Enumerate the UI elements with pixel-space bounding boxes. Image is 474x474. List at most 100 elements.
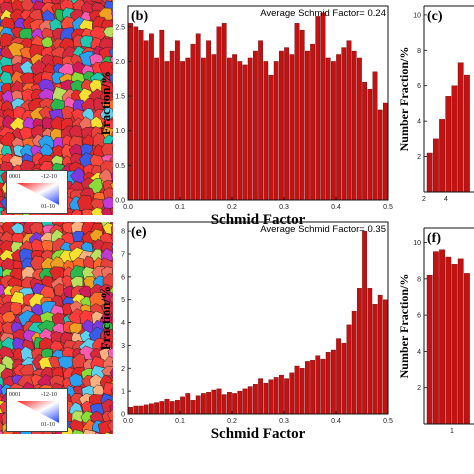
histogram-bar: [174, 400, 180, 415]
histogram-bar: [351, 310, 357, 415]
histogram-bar: [426, 152, 433, 193]
histogram-bar: [284, 47, 289, 201]
y-tick-label: 4: [121, 320, 125, 327]
histogram-bar: [299, 30, 305, 201]
histogram-bar: [211, 54, 217, 201]
average-schmid-annotation: Average Schmid Factor= 0.35: [260, 224, 386, 235]
grain: [0, 91, 4, 102]
grain: [90, 207, 105, 215]
ipf-triangle-top: [17, 183, 59, 205]
histogram-bar: [357, 288, 362, 415]
histogram-bar: [464, 273, 470, 425]
grain: [110, 315, 113, 326]
histogram-bar: [279, 50, 284, 201]
histogram-bar: [457, 258, 464, 425]
histogram-bar: [195, 395, 201, 415]
histogram-bar: [439, 119, 445, 193]
histogram-bar: [320, 358, 326, 415]
x-tick-label: 0.2: [227, 418, 237, 425]
y-axis-label: Fraction/%: [98, 71, 113, 135]
x-axis-label: Schmid Factor: [211, 212, 306, 228]
histogram-bar: [336, 338, 341, 415]
histogram-bar: [383, 299, 388, 415]
grain: [109, 294, 113, 305]
grain: [110, 224, 113, 234]
histogram-bar: [200, 393, 206, 415]
x-tick-label: 0.3: [279, 204, 289, 211]
grain: [109, 206, 113, 215]
histogram-bar: [169, 50, 175, 201]
grain: [112, 334, 113, 338]
y-tick-label: 6: [121, 274, 125, 281]
x-tick-label: 1: [450, 428, 454, 435]
histogram-bar: [180, 61, 185, 201]
x-axis-label: Schmid Factor: [211, 426, 306, 442]
histogram-bar: [457, 62, 464, 193]
histogram-bar: [357, 57, 362, 201]
histogram-bar: [331, 349, 336, 415]
histogram-bar: [325, 57, 331, 201]
histogram-bar: [362, 82, 367, 201]
chart-b: 0.0 0.5 1.0 1.5 2.0 2.5 0.0 0.1 0.2 0.3 0.4 0.5 (b) A…: [98, 5, 393, 228]
histogram-bar: [211, 389, 217, 415]
histogram-bar: [252, 384, 258, 415]
histogram-bar: [279, 374, 284, 415]
histogram-bar: [367, 88, 373, 201]
y-tick-label: 8: [417, 276, 421, 283]
y-tick-label: 1.0: [115, 128, 125, 135]
y-tick-label: 8: [417, 48, 421, 55]
histogram-bar: [195, 33, 201, 201]
y-tick-label: 3: [121, 343, 125, 350]
histogram-bar: [310, 360, 315, 415]
y-tick-label: 10: [413, 12, 421, 19]
y-tick-label: 1.5: [115, 94, 125, 101]
grain: [111, 244, 113, 251]
grain: [111, 10, 113, 20]
x-tick-label: 0.1: [175, 418, 185, 425]
grain: [109, 431, 113, 434]
y-axis-label: Number Fraction/%: [397, 47, 411, 152]
grain: [0, 430, 4, 434]
histogram-bar: [433, 251, 439, 425]
histogram-bar: [377, 294, 383, 415]
y-tick-label: 4: [417, 119, 421, 126]
panel-label: (e): [131, 225, 147, 240]
grain: [111, 270, 113, 276]
grain: [79, 35, 93, 48]
grain: [110, 232, 113, 241]
histogram-bar: [164, 61, 170, 201]
x-tick-label: 2: [422, 196, 426, 203]
histogram-bar: [289, 372, 295, 415]
key-label-01-10: 01-10: [41, 422, 55, 428]
histogram-bar: [315, 355, 321, 415]
histogram-bar: [148, 403, 154, 415]
plot-frame: [127, 5, 389, 201]
histogram-bar: [216, 388, 222, 415]
histogram-bar: [185, 57, 191, 201]
histogram-bar: [367, 288, 373, 415]
x-tick-label: 0.4: [331, 204, 341, 211]
histogram-bar: [180, 396, 185, 415]
histogram-bar: [148, 33, 154, 201]
ipf-color-key-top: 0001 -12-10 01-10: [6, 170, 68, 214]
plot-frame: [127, 221, 389, 415]
grain: [107, 408, 113, 424]
grain: [69, 419, 85, 434]
histogram-bar: [294, 365, 300, 415]
histogram-bar: [200, 57, 206, 201]
histogram-bar: [268, 379, 274, 415]
key-label-12-10: -12-10: [41, 392, 57, 398]
grain: [110, 0, 113, 3]
histogram-bar: [133, 26, 139, 201]
y-axis-label: Fraction/%: [98, 286, 113, 350]
ebsd-map-bottom: [0, 222, 113, 434]
histogram-bar: [294, 23, 300, 201]
histogram-bar: [185, 393, 191, 415]
histogram-bar: [169, 401, 175, 415]
y-tick-label: 7: [121, 252, 125, 259]
histogram-bar: [372, 71, 378, 201]
y-tick-label: 2.0: [115, 59, 125, 66]
y-tick-label: 8: [121, 229, 125, 236]
histogram-bar: [439, 249, 445, 425]
x-tick-label: 4: [444, 196, 448, 203]
